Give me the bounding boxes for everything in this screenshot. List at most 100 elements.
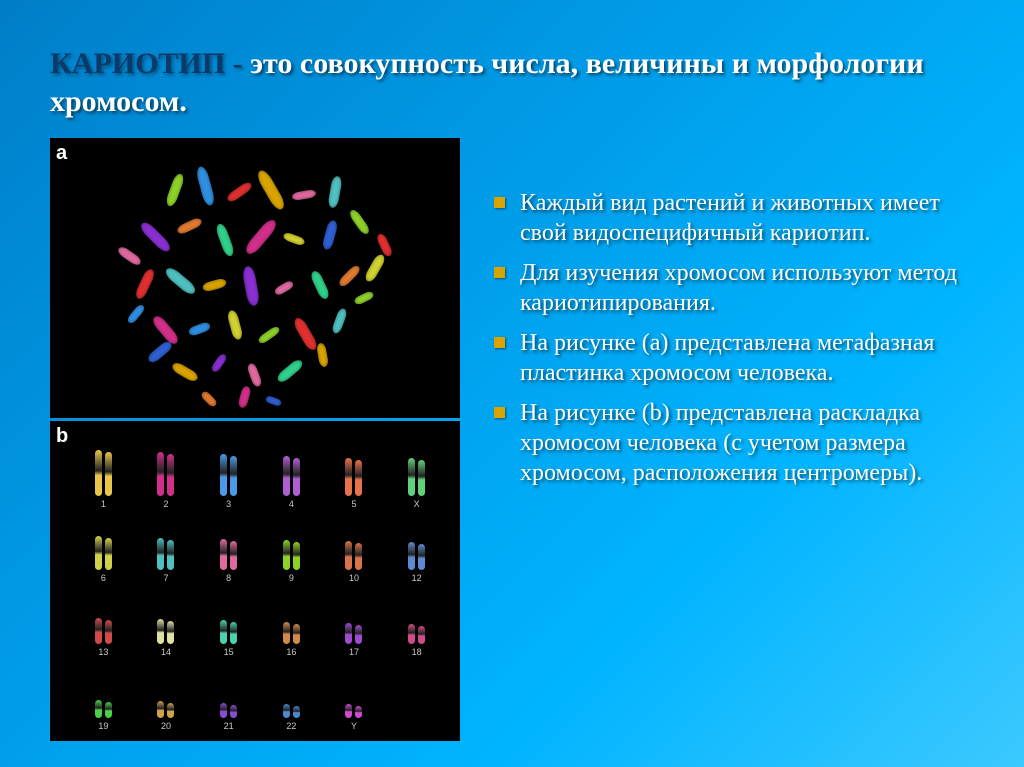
karyotype-cell: 18 (388, 589, 445, 657)
chromosome (275, 358, 304, 385)
karyotype-chromosome (167, 540, 174, 570)
chromosome (246, 362, 263, 388)
karyotype-chromosome (408, 542, 415, 570)
karyotype-chromosome (355, 543, 362, 570)
karyotype-cell: 20 (138, 663, 195, 731)
bullet-item: Каждый вид растений и животных имеет сво… (490, 188, 964, 248)
karyotype-cell: 16 (263, 589, 320, 657)
chromosome-pair (283, 670, 300, 718)
chromosome-pair (95, 448, 112, 496)
karyotype-chromosome (293, 706, 300, 718)
karyotype-chromosome (167, 454, 174, 496)
chromosome-number: X (414, 499, 420, 509)
chromosome-pair (157, 522, 174, 570)
chromosome (337, 264, 362, 289)
chromosome (200, 390, 218, 408)
chromosome-number: 14 (161, 647, 171, 657)
karyotype-cell: 21 (200, 663, 257, 731)
chromosome-pair (283, 448, 300, 496)
karyotype-chromosome (220, 454, 227, 496)
karyotype-chromosome (95, 536, 102, 570)
chromosome-number: 2 (163, 499, 168, 509)
chromosome-pair (283, 596, 300, 644)
karyotype-grid: 12345X6789101213141516171819202122Y (75, 441, 445, 731)
chromosome (273, 280, 294, 297)
karyotype-cell: 9 (263, 515, 320, 583)
chromosome (134, 267, 157, 300)
chromosome-number: 12 (412, 573, 422, 583)
chromosome-number: 13 (98, 647, 108, 657)
chromosome-pair (220, 522, 237, 570)
chromosome-pair (95, 522, 112, 570)
chromosome-number: 6 (101, 573, 106, 583)
chromosome (226, 309, 243, 341)
karyotype-cell: 13 (75, 589, 132, 657)
chromosome (188, 321, 212, 337)
karyotype-cell: 8 (200, 515, 257, 583)
bullet-item: Для изучения хромосом используют метод к… (490, 258, 964, 318)
karyotype-chromosome (230, 622, 237, 644)
karyotype-chromosome (283, 456, 290, 496)
chromosome-pair (345, 522, 362, 570)
karyotype-chromosome (220, 539, 227, 570)
chromosome-number: 7 (163, 573, 168, 583)
karyotype-chromosome (345, 704, 352, 718)
karyotype-chromosome (157, 619, 164, 644)
karyotype-cell (388, 663, 445, 731)
karyotype-cell: 7 (138, 515, 195, 583)
chromosome (163, 265, 198, 297)
karyotype-chromosome (105, 452, 112, 496)
chromosome (176, 216, 203, 235)
karyotype-chromosome (283, 704, 290, 718)
karyotype-cell: Y (326, 663, 383, 731)
karyotype-chromosome (293, 542, 300, 570)
chromosome-number: Y (351, 721, 357, 731)
karyotype-cell: 1 (75, 441, 132, 509)
karyotype-chromosome (230, 705, 237, 718)
chromosome-number: 10 (349, 573, 359, 583)
chromosome (316, 342, 329, 367)
chromosome (146, 339, 174, 365)
karyotype-chromosome (105, 538, 112, 570)
chromosome (126, 303, 146, 325)
karyotype-chromosome (345, 458, 352, 496)
karyotype-chromosome (95, 700, 102, 718)
chromosome-number: 15 (224, 647, 234, 657)
chromosome (195, 165, 216, 206)
karyotype-chromosome (408, 458, 415, 496)
chromosome (138, 220, 173, 255)
karyotype-chromosome (230, 541, 237, 570)
chromosome-spread (50, 138, 460, 418)
bullet-item: На рисунке (а) представлена метафазная п… (490, 328, 964, 388)
karyotype-chromosome (157, 452, 164, 496)
chromosome-number: 4 (289, 499, 294, 509)
chromosome-number: 3 (226, 499, 231, 509)
panel-b-label: b (56, 425, 68, 448)
chromosome (363, 253, 387, 284)
panel-b-karyotype: b 12345X6789101213141516171819202122Y (50, 421, 460, 741)
chromosome-pair (220, 596, 237, 644)
chromosome-pair (283, 522, 300, 570)
chromosome (170, 361, 199, 384)
karyotype-chromosome (418, 626, 425, 644)
karyotype-chromosome (293, 624, 300, 644)
chromosome (164, 172, 185, 207)
karyotype-chromosome (157, 538, 164, 570)
chromosome-number: 1 (101, 499, 106, 509)
chromosome (243, 217, 279, 257)
chromosome-pair (408, 596, 425, 644)
chromosome (116, 245, 142, 267)
karyotype-chromosome (105, 702, 112, 718)
karyotype-cell: 2 (138, 441, 195, 509)
karyotype-cell: 12 (388, 515, 445, 583)
karyotype-chromosome (95, 618, 102, 644)
chromosome-pair (157, 596, 174, 644)
chromosome-number: 16 (286, 647, 296, 657)
chromosome (348, 208, 371, 236)
chromosome (242, 265, 261, 306)
slide: КАРИОТИП - это совокупность числа, велич… (0, 0, 1024, 767)
chromosome-pair (408, 448, 425, 496)
karyotype-chromosome (220, 620, 227, 644)
chromosome-number: 17 (349, 647, 359, 657)
chromosome-number: 21 (224, 721, 234, 731)
